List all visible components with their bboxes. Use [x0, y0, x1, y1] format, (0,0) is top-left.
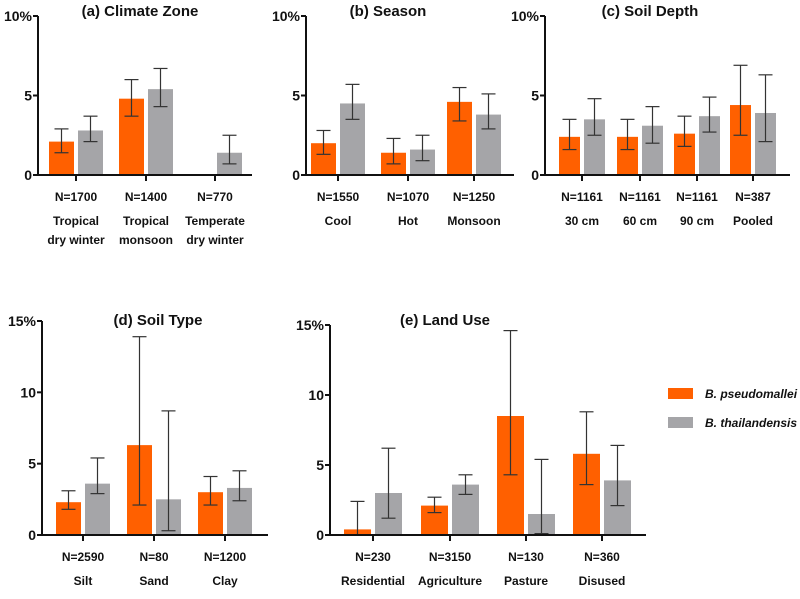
- n-label: N=230: [355, 550, 391, 564]
- panel-title: (d) Soil Type: [114, 312, 203, 329]
- panel-title: (e) Land Use: [400, 312, 490, 329]
- y-tick-label: 5: [28, 456, 36, 472]
- y-tick-label: 0: [292, 167, 300, 183]
- panel-title: (b) Season: [350, 3, 427, 20]
- y-tick-label: 10%: [511, 8, 540, 24]
- category-label: 60 cm: [623, 214, 657, 228]
- category-label: Disused: [579, 574, 626, 588]
- category-label: Hot: [398, 214, 418, 228]
- y-tick-label: 5: [316, 457, 324, 473]
- n-label: N=1161: [619, 190, 661, 204]
- n-label: N=1700: [55, 190, 98, 204]
- category-label: Residential: [341, 574, 405, 588]
- n-label: N=80: [139, 550, 168, 564]
- bar: [755, 112, 776, 175]
- y-tick-label: 0: [24, 167, 32, 183]
- legend-swatch: [668, 417, 693, 428]
- category-label: Tropical: [123, 214, 169, 228]
- y-tick-label: 10%: [4, 8, 33, 24]
- bar: [642, 125, 663, 175]
- category-label: monsoon: [119, 233, 173, 247]
- panel-title: (a) Climate Zone: [82, 3, 199, 20]
- n-label: N=360: [584, 550, 620, 564]
- y-tick-label: 0: [316, 527, 324, 543]
- bar: [730, 105, 751, 175]
- category-label: Sand: [139, 574, 168, 588]
- panel-title: (c) Soil Depth: [602, 3, 699, 20]
- category-label: Cool: [325, 214, 352, 228]
- y-tick-label: 10: [20, 384, 36, 400]
- category-label: Pooled: [733, 214, 773, 228]
- category-label: Agriculture: [418, 574, 482, 588]
- category-label: dry winter: [47, 233, 105, 247]
- category-label: 90 cm: [680, 214, 714, 228]
- n-label: N=770: [197, 190, 233, 204]
- n-label: N=1200: [204, 550, 247, 564]
- category-label: Pasture: [504, 574, 548, 588]
- n-label: N=3150: [429, 550, 472, 564]
- y-tick-label: 5: [531, 88, 539, 104]
- n-label: N=130: [508, 550, 544, 564]
- category-label: dry winter: [186, 233, 244, 247]
- n-label: N=1400: [125, 190, 168, 204]
- legend-label: B. thailandensis: [705, 416, 797, 430]
- n-label: N=1070: [387, 190, 430, 204]
- y-tick-label: 15%: [8, 313, 37, 329]
- category-label: Monsoon: [447, 214, 500, 228]
- y-tick-label: 0: [28, 527, 36, 543]
- n-label: N=1550: [317, 190, 360, 204]
- category-label: Clay: [212, 574, 238, 588]
- y-tick-label: 10: [308, 387, 324, 403]
- bar: [699, 116, 720, 175]
- category-label: Silt: [74, 574, 93, 588]
- bar: [674, 133, 695, 175]
- y-tick-label: 0: [531, 167, 539, 183]
- n-label: N=1161: [676, 190, 718, 204]
- bar: [559, 136, 580, 175]
- bar: [617, 136, 638, 175]
- bar: [584, 119, 605, 175]
- n-label: N=1161: [561, 190, 603, 204]
- y-tick-label: 5: [292, 88, 300, 104]
- category-label: 30 cm: [565, 214, 599, 228]
- n-label: N=2590: [62, 550, 105, 564]
- n-label: N=1250: [453, 190, 496, 204]
- y-tick-label: 10%: [272, 8, 301, 24]
- y-tick-label: 5: [24, 88, 32, 104]
- legend-swatch: [668, 388, 693, 399]
- category-label: Temperate: [185, 214, 245, 228]
- category-label: Tropical: [53, 214, 99, 228]
- y-tick-label: 15%: [296, 317, 325, 333]
- legend-label: B. pseudomallei: [705, 387, 798, 401]
- n-label: N=387: [735, 190, 771, 204]
